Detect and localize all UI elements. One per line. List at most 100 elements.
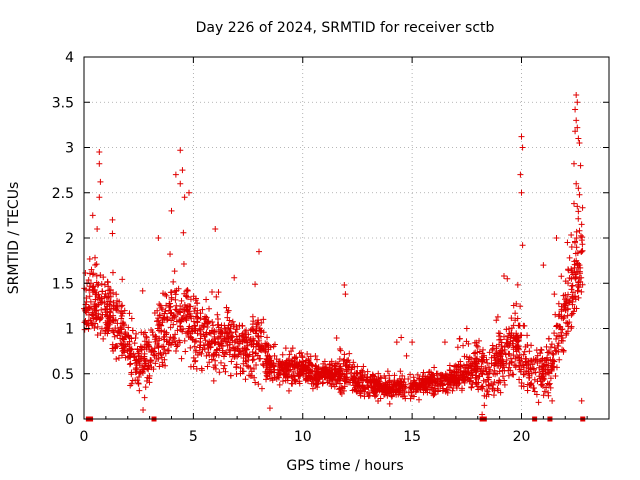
chart-title: Day 226 of 2024, SRMTID for receiver sct…: [196, 20, 495, 36]
data-point: [414, 371, 421, 378]
data-point: [112, 316, 119, 323]
data-point: [577, 232, 584, 239]
data-point: [156, 363, 163, 370]
data-point: [98, 281, 105, 288]
data-point: [575, 284, 582, 291]
data-point: [483, 368, 490, 375]
data-point: [271, 369, 278, 376]
data-point: [145, 339, 152, 346]
data-point: [113, 291, 120, 298]
data-point: [403, 352, 410, 359]
data-point: [214, 316, 221, 323]
data-point: [564, 320, 571, 327]
data-point: [208, 327, 215, 334]
data-point: [194, 330, 201, 337]
data-point: [97, 178, 104, 185]
data-point: [156, 335, 163, 342]
data-point: [202, 313, 209, 320]
data-point: [201, 316, 208, 323]
data-point: [86, 270, 93, 277]
data-point: [237, 365, 244, 372]
data-point: [503, 339, 510, 346]
data-point: [334, 360, 341, 367]
data-point: [524, 387, 531, 394]
data-point: [178, 297, 185, 304]
data-point: [538, 381, 545, 388]
data-point: [168, 309, 175, 316]
data-point: [537, 350, 544, 357]
data-point: [531, 366, 538, 373]
data-point: [332, 366, 339, 373]
data-point: [412, 388, 419, 395]
data-point: [304, 350, 311, 357]
data-point: [505, 325, 512, 332]
data-point: [547, 375, 554, 382]
data-point: [496, 333, 503, 340]
data-point: [213, 347, 220, 354]
data-point: [570, 295, 577, 302]
data-point: [377, 374, 384, 381]
data-point: [266, 405, 273, 412]
data-point: [215, 328, 222, 335]
data-point: [279, 366, 286, 373]
data-point: [136, 387, 143, 394]
data-point: [192, 297, 199, 304]
data-point: [531, 384, 537, 391]
data-point: [239, 337, 246, 344]
data-point: [543, 384, 550, 391]
x-tick-label: 15: [403, 429, 421, 445]
data-point: [240, 354, 247, 361]
data-point: [288, 380, 295, 387]
data-point: [364, 378, 371, 385]
data-point: [127, 353, 134, 360]
data-point: [574, 288, 581, 295]
y-tick-label: 2.5: [52, 186, 74, 202]
data-point: [239, 323, 246, 330]
data-point: [221, 335, 228, 342]
data-point: [302, 366, 309, 373]
data-point: [497, 336, 504, 343]
data-point: [109, 216, 116, 223]
data-point: [384, 368, 391, 375]
data-point: [170, 278, 177, 285]
data-point: [110, 299, 117, 306]
data-point: [336, 365, 343, 372]
data-point: [230, 322, 237, 329]
data-point: [575, 135, 582, 142]
data-point: [573, 273, 580, 280]
data-point: [218, 329, 225, 336]
data-point: [285, 363, 292, 370]
data-point: [572, 106, 579, 113]
data-point: [159, 306, 166, 313]
data-point: [161, 336, 168, 343]
data-point: [93, 279, 100, 286]
data-point: [321, 358, 328, 365]
data-point: [252, 281, 259, 288]
x-axis-label: GPS time / hours: [286, 458, 403, 474]
data-point: [87, 317, 94, 324]
data-point: [262, 347, 269, 354]
data-point: [539, 355, 546, 362]
data-point: [108, 305, 115, 312]
data-point: [92, 254, 99, 261]
data-point: [172, 347, 179, 354]
data-point: [166, 300, 173, 307]
data-point: [551, 291, 558, 298]
data-point: [237, 370, 244, 377]
data-point: [167, 251, 174, 258]
data-point: [545, 335, 552, 342]
data-point: [569, 301, 576, 308]
data-point: [231, 274, 238, 281]
data-point: [336, 346, 343, 353]
data-point: [248, 341, 255, 348]
data-point: [143, 334, 150, 341]
axis-ticks: 0 5 10 15 20 0 0.5 1 1.5 2 2.5 3 3.5 4: [52, 50, 609, 445]
data-point: [497, 357, 504, 364]
data-point: [173, 302, 180, 309]
data-point: [129, 327, 136, 334]
data-point: [286, 351, 293, 358]
data-point: [573, 117, 580, 124]
data-point: [187, 296, 194, 303]
data-point: [489, 345, 496, 352]
data-point: [571, 238, 578, 245]
